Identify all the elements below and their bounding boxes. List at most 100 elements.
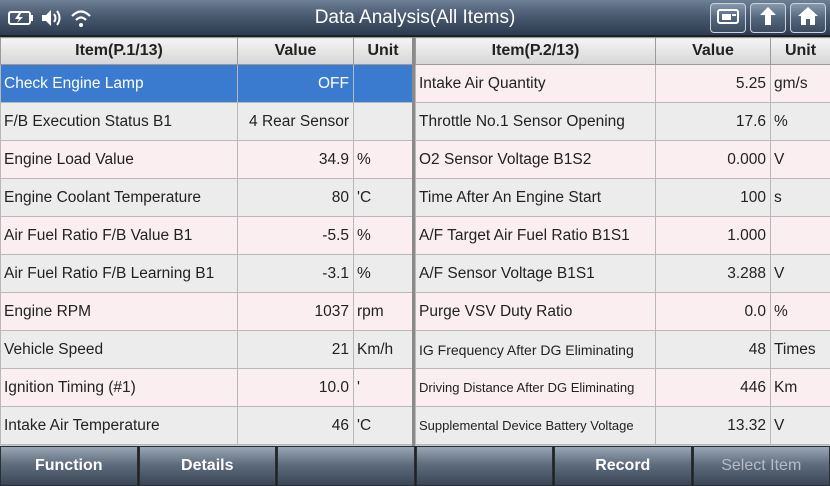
table-row[interactable]: Intake Air Quantity 5.25 gm/s — [415, 64, 830, 103]
item-name: A/F Sensor Voltage B1S1 — [415, 254, 656, 293]
function-button[interactable]: Function — [0, 446, 138, 486]
table-row[interactable]: Air Fuel Ratio F/B Value B1 -5.5 % — [0, 216, 413, 255]
table-row[interactable]: A/F Sensor Voltage B1S1 3.288 V — [415, 254, 830, 293]
status-icons — [8, 6, 92, 30]
table-row[interactable]: Air Fuel Ratio F/B Learning B1 -3.1 % — [0, 254, 413, 293]
item-unit: gm/s — [770, 64, 830, 103]
column-header-unit: Unit — [353, 37, 413, 65]
table-row[interactable]: A/F Target Air Fuel Ratio B1S1 1.000 — [415, 216, 830, 255]
item-unit — [353, 64, 413, 103]
item-name: Air Fuel Ratio F/B Value B1 — [0, 216, 238, 255]
table-row[interactable]: Check Engine Lamp OFF — [0, 64, 413, 103]
item-value: 10.0 — [237, 368, 354, 407]
item-name: Throttle No.1 Sensor Opening — [415, 102, 656, 141]
select-item-button[interactable]: Select Item — [692, 446, 830, 486]
item-name: Intake Air Quantity — [415, 64, 656, 103]
empty-button-1[interactable] — [277, 446, 415, 486]
item-name: A/F Target Air Fuel Ratio B1S1 — [415, 216, 656, 255]
column-header-unit: Unit — [770, 37, 830, 65]
item-name: F/B Execution Status B1 — [0, 102, 238, 141]
home-button[interactable] — [790, 3, 826, 33]
item-unit: rpm — [353, 292, 413, 331]
item-unit: Times — [770, 330, 830, 369]
table-row[interactable]: Driving Distance After DG Eliminating 44… — [415, 368, 830, 407]
print-button[interactable] — [710, 3, 746, 33]
table-divider — [412, 37, 415, 446]
item-name: Supplemental Device Battery Voltage — [415, 406, 656, 445]
item-unit — [770, 216, 830, 255]
item-unit: s — [770, 178, 830, 217]
table-row[interactable]: Vehicle Speed 21 Km/h — [0, 330, 413, 369]
table-row[interactable]: F/B Execution Status B1 4 Rear Sensor — [0, 102, 413, 141]
item-value: 4 Rear Sensor — [237, 102, 354, 141]
item-unit: % — [353, 140, 413, 179]
item-name: Intake Air Temperature — [0, 406, 238, 445]
page-title: Data Analysis(All Items) — [314, 7, 516, 28]
item-unit: % — [353, 254, 413, 293]
back-arrow-icon — [757, 5, 779, 32]
speaker-icon — [40, 8, 64, 28]
battery-icon — [8, 10, 34, 26]
item-unit: % — [353, 216, 413, 255]
item-name: Check Engine Lamp — [0, 64, 238, 103]
item-name: Driving Distance After DG Eliminating — [415, 368, 656, 407]
left-data-table: Item(P.1/13) Value Unit Check Engine Lam… — [0, 37, 413, 446]
table-row[interactable]: Ignition Timing (#1) 10.0 ' — [0, 368, 413, 407]
table-row[interactable]: Engine Coolant Temperature 80 'C — [0, 178, 413, 217]
item-name: Time After An Engine Start — [415, 178, 656, 217]
item-value: 5.25 — [655, 64, 771, 103]
table-row[interactable]: Time After An Engine Start 100 s — [415, 178, 830, 217]
item-value: -5.5 — [237, 216, 354, 255]
item-unit: Km/h — [353, 330, 413, 369]
item-value: -3.1 — [237, 254, 354, 293]
column-header-value: Value — [655, 37, 771, 65]
table-row[interactable]: Engine Load Value 34.9 % — [0, 140, 413, 179]
item-value: 17.6 — [655, 102, 771, 141]
table-row[interactable]: Intake Air Temperature 46 'C — [0, 406, 413, 445]
item-name: Purge VSV Duty Ratio — [415, 292, 656, 331]
table-row[interactable]: Purge VSV Duty Ratio 0.0 % — [415, 292, 830, 331]
item-value: 34.9 — [237, 140, 354, 179]
item-value: 13.32 — [655, 406, 771, 445]
item-unit: ' — [353, 368, 413, 407]
item-value: 0.0 — [655, 292, 771, 331]
back-button[interactable] — [750, 3, 786, 33]
wifi-icon — [70, 8, 92, 28]
item-value: OFF — [237, 64, 354, 103]
details-button[interactable]: Details — [138, 446, 276, 486]
item-unit: 'C — [353, 178, 413, 217]
table-row[interactable]: O2 Sensor Voltage B1S2 0.000 V — [415, 140, 830, 179]
item-unit: V — [770, 254, 830, 293]
item-unit: % — [770, 102, 830, 141]
empty-button-2[interactable] — [415, 446, 553, 486]
record-button[interactable]: Record — [554, 446, 692, 486]
table-row[interactable]: Throttle No.1 Sensor Opening 17.6 % — [415, 102, 830, 141]
item-unit — [353, 102, 413, 141]
item-name: Air Fuel Ratio F/B Learning B1 — [0, 254, 238, 293]
item-value: 0.000 — [655, 140, 771, 179]
bottom-toolbar: Function Details Record Select Item — [0, 446, 830, 486]
item-unit: V — [770, 406, 830, 445]
item-value: 21 — [237, 330, 354, 369]
item-value: 48 — [655, 330, 771, 369]
item-name: O2 Sensor Voltage B1S2 — [415, 140, 656, 179]
item-name: Vehicle Speed — [0, 330, 238, 369]
item-value: 1037 — [237, 292, 354, 331]
item-unit: Km — [770, 368, 830, 407]
item-value: 1.000 — [655, 216, 771, 255]
right-data-table: Item(P.2/13) Value Unit Intake Air Quant… — [415, 37, 830, 446]
home-icon — [797, 5, 819, 32]
column-header-value: Value — [237, 37, 354, 65]
item-value: 3.288 — [655, 254, 771, 293]
table-row[interactable]: Engine RPM 1037 rpm — [0, 292, 413, 331]
item-value: 100 — [655, 178, 771, 217]
item-name: IG Frequency After DG Eliminating — [415, 330, 656, 369]
column-header-item: Item(P.1/13) — [0, 37, 238, 65]
print-icon — [716, 6, 740, 31]
item-unit: V — [770, 140, 830, 179]
item-name: Engine Load Value — [0, 140, 238, 179]
item-unit: 'C — [353, 406, 413, 445]
table-row[interactable]: IG Frequency After DG Eliminating 48 Tim… — [415, 330, 830, 369]
column-header-item: Item(P.2/13) — [415, 37, 656, 65]
table-row[interactable]: Supplemental Device Battery Voltage 13.3… — [415, 406, 830, 445]
